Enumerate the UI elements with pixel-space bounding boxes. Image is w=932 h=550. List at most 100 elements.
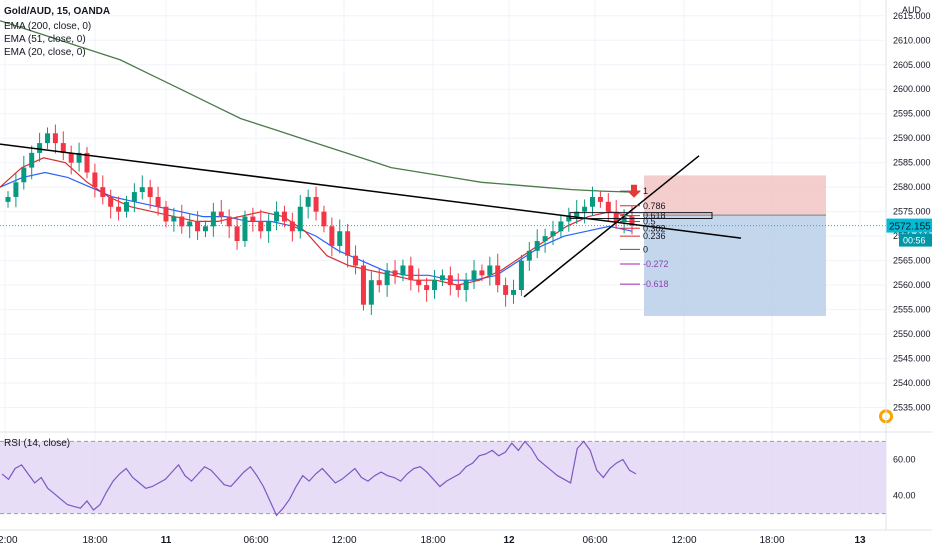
candle-body <box>479 270 485 276</box>
price-tag-value: 2572.155 <box>889 222 931 233</box>
candle-body <box>495 265 501 286</box>
y-tick-label: 2565.000 <box>893 256 931 266</box>
indicator-ema20-label: EMA (20, close, 0) <box>4 47 86 58</box>
candle-body <box>187 221 193 227</box>
candle-body <box>511 290 517 295</box>
candle-body <box>60 143 66 153</box>
candle-body <box>155 196 161 207</box>
candle-body <box>424 285 430 290</box>
x-tick-label: 13 <box>854 535 866 546</box>
candle-body <box>368 280 374 305</box>
x-tick-label: 18:00 <box>82 535 107 546</box>
candle-body <box>526 250 532 261</box>
x-tick-label: 18:00 <box>759 535 784 546</box>
candle-body <box>131 192 137 202</box>
candle-body <box>471 270 477 281</box>
candle-body <box>226 216 232 227</box>
candle-body <box>605 201 611 212</box>
candle-body <box>392 270 398 276</box>
candle-body <box>574 211 580 217</box>
candle-body <box>487 265 493 276</box>
y-tick-label: 2605.000 <box>893 60 931 70</box>
candle-body <box>550 231 556 237</box>
candle-body <box>542 236 548 242</box>
rsi-tick-label: 60.00 <box>893 454 916 464</box>
candle-body <box>116 206 122 212</box>
candle-body <box>432 280 438 290</box>
candle-body <box>566 216 572 222</box>
rsi-label: RSI (14, close) <box>4 438 71 449</box>
candle-body <box>13 182 19 197</box>
candle-body <box>305 196 311 207</box>
candle-body <box>400 265 406 276</box>
ema20-line <box>0 157 633 286</box>
fib-level-label: 1 <box>643 186 648 196</box>
trendlines <box>0 143 742 298</box>
countdown-value: 00:56 <box>903 236 926 246</box>
candle-body <box>5 196 11 202</box>
candle-body <box>76 152 82 163</box>
fib-level-label: 0.786 <box>643 201 666 211</box>
candle-body <box>289 221 295 232</box>
countdown-tag <box>899 233 932 247</box>
rsi-pane <box>0 440 886 517</box>
candle-body <box>353 255 359 266</box>
rsi-band <box>0 441 886 514</box>
stop-zone <box>644 175 826 216</box>
y-tick-label: 2610.000 <box>893 35 931 45</box>
candle-body <box>210 211 216 227</box>
fib-level-label: -0.272 <box>643 259 669 269</box>
x-tick-label: 06:00 <box>243 535 268 546</box>
y-tick-label: 2580.000 <box>893 182 931 192</box>
candle-body <box>463 280 469 290</box>
x-tick-label: 12:00 <box>0 535 18 546</box>
candle-body <box>44 133 50 144</box>
y-tick-label: 2590.000 <box>893 133 931 143</box>
candle-body <box>139 187 145 193</box>
candle-body <box>29 152 35 168</box>
candle-body <box>337 231 343 246</box>
candle-body <box>582 206 588 212</box>
candle-body <box>590 196 596 207</box>
grid <box>0 0 886 518</box>
sell-arrow-icon <box>627 184 641 198</box>
candle-body <box>274 211 280 222</box>
candle-body <box>613 211 619 222</box>
fib-level-label: 0.5 <box>643 216 656 226</box>
candle-body <box>313 196 319 212</box>
fib-level-label: 0.382 <box>643 223 666 233</box>
x-tick-label: 12:00 <box>331 535 356 546</box>
candle-body <box>171 216 177 222</box>
x-tick-label: 12 <box>503 535 515 546</box>
candle-body <box>281 211 287 222</box>
y-tick-label: 2615.000 <box>893 11 931 21</box>
candle-body <box>518 260 524 290</box>
candle-body <box>108 196 114 207</box>
x-tick-label: 11 <box>161 535 172 546</box>
fib-level-label: -0.618 <box>643 279 669 289</box>
trendline-uptrend <box>523 155 700 298</box>
fib-level-label: 0.618 <box>643 211 666 221</box>
moving-averages <box>0 20 633 286</box>
candle-body <box>416 280 422 286</box>
candle-body <box>297 206 303 232</box>
candle-body <box>242 216 248 242</box>
candle-body <box>503 285 509 295</box>
candle-body <box>21 167 27 183</box>
y-tick-label: 2585.000 <box>893 158 931 168</box>
symbol-title: Gold/AUD, 15, OANDA <box>4 6 111 17</box>
candle-body <box>195 221 201 232</box>
entry-marker-box <box>569 212 713 220</box>
candle-body <box>250 216 256 222</box>
x-tick-label: 12:00 <box>671 535 696 546</box>
candle-body <box>534 241 540 251</box>
candle-body <box>52 133 58 144</box>
x-tick-label: 18:00 <box>420 535 445 546</box>
fib-level-label: 0.236 <box>643 231 666 241</box>
candle-body <box>558 221 564 232</box>
candle-body <box>123 201 129 212</box>
candle-body <box>408 265 414 281</box>
